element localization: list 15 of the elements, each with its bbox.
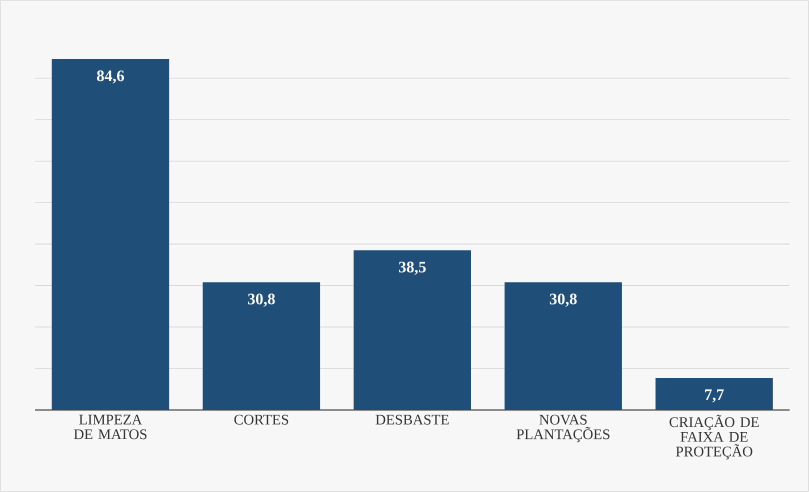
data-label: 30,8	[550, 294, 577, 307]
data-label: 84,6	[96, 70, 124, 84]
bar	[504, 282, 622, 410]
x-tick-label: CORTES	[234, 414, 288, 425]
data-label: 30,8	[248, 294, 275, 307]
data-label: 7,7	[705, 389, 724, 402]
x-tick-label: CRIAÇÃO DE FAIXA DE PROTEÇÃO	[670, 414, 759, 460]
x-tick-label: DESBASTE	[376, 414, 449, 425]
bar	[202, 282, 320, 410]
x-tick-label: LIMPEZA DE MATOS	[74, 414, 146, 440]
bar	[354, 250, 472, 410]
x-tick-label: NOVAS PLANTAÇÕES	[516, 414, 610, 442]
bar	[52, 59, 170, 410]
data-label: 38,5	[398, 262, 426, 275]
bar	[656, 378, 773, 410]
